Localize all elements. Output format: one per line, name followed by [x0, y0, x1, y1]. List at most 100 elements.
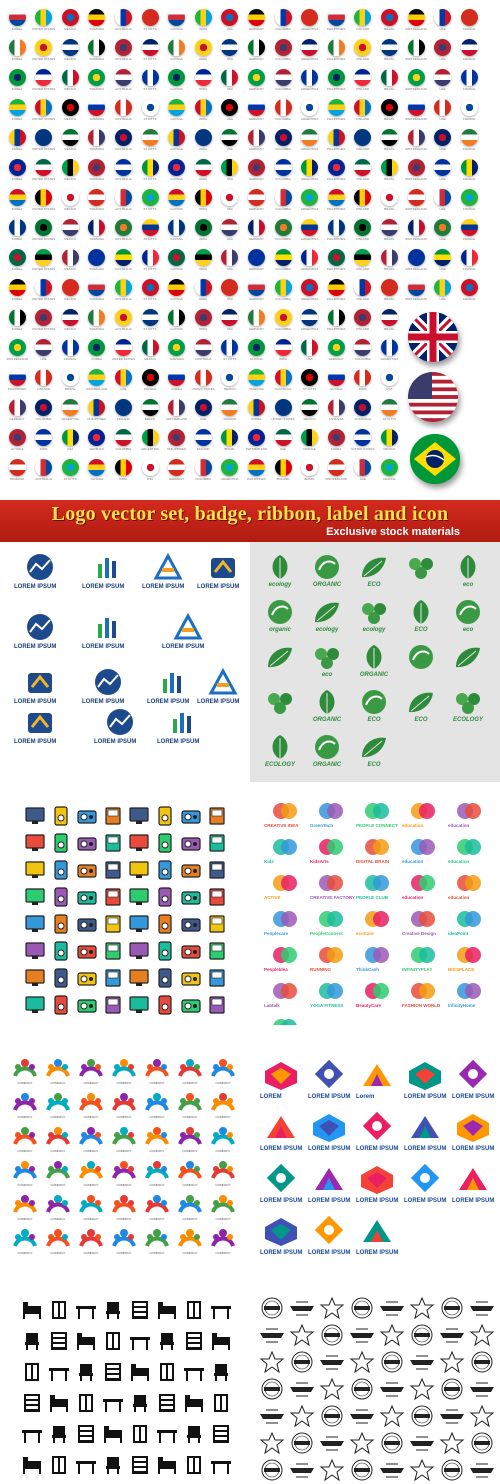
company-label: COMPANY [215, 1251, 231, 1255]
people-company-logo: COMPANY [208, 1160, 238, 1192]
flag-label: USA [226, 118, 233, 121]
flag-label: FINLAND [356, 238, 370, 241]
flag-icon [327, 159, 345, 176]
flag-icon [61, 129, 79, 146]
vintage-badge-icon [348, 1323, 376, 1347]
eco-leaf-icon: ECO [352, 732, 396, 774]
company-label: COMPANY [116, 1115, 132, 1119]
eco-leaf-icon: ORGANIC [305, 732, 349, 774]
flag-label: FRANCE [463, 178, 476, 181]
people-company-logo: COMPANY [109, 1092, 139, 1124]
vintage-badge-icon [318, 1323, 346, 1347]
flag-icon [274, 189, 292, 206]
flag-label: BRAZIL [384, 238, 395, 241]
flag-icon [434, 279, 452, 296]
furniture-icon [155, 1391, 179, 1415]
flag-icon [61, 399, 79, 416]
flag-icon [168, 249, 186, 266]
company-label: COMPANY [116, 1217, 132, 1221]
flag-icon [274, 249, 292, 266]
flag-icon [354, 309, 372, 326]
flag-icon [88, 249, 106, 266]
flag-label: SWITZERLAND [405, 28, 427, 31]
furniture-icon [74, 1360, 98, 1384]
flag-icon [460, 9, 478, 26]
flag-icon [247, 399, 265, 416]
furniture-icon [74, 1329, 98, 1353]
eco-leaf-icon [399, 552, 443, 594]
furniture-icon [155, 1453, 179, 1477]
people-company-logo: COMPANY [109, 1194, 139, 1226]
flag-label: FINLAND [356, 148, 370, 151]
creative-logo: Peoplecare [264, 909, 308, 943]
flag-label: INDIA [199, 208, 208, 211]
furniture-icon [128, 1298, 152, 1322]
flag-label: MEXICO [64, 328, 77, 331]
electronics-device-icon [206, 886, 228, 908]
people-company-logo: COMPANY [43, 1228, 73, 1260]
logo-wordmark: LOREM IPSUM [82, 584, 125, 590]
logo-wordmark: LOREM IPSUM [157, 739, 200, 745]
business-logo: LOREM IPSUM [195, 552, 248, 602]
creative-logo-label: education [402, 895, 424, 900]
flag-label: MEXICO [64, 268, 77, 271]
flag-label: FINLAND [356, 118, 370, 121]
flags-collection-section: KOREA UNITED STATES MEXICO TANZANIA AUSTRALI… [0, 0, 500, 500]
flag-label: PHILIPPINES [7, 388, 27, 391]
electronics-device-icon [128, 913, 150, 935]
flag-icon [168, 129, 186, 146]
flag-icon [35, 399, 53, 416]
eco-leaf-icon: ECOLOGY [446, 687, 490, 729]
flag-icon [168, 219, 186, 236]
flag-label: PHILIPPINES [326, 178, 346, 181]
flag-icon [61, 429, 79, 446]
furniture-icon [47, 1422, 71, 1446]
furniture-icon [101, 1298, 125, 1322]
electronics-device-icon [102, 886, 124, 908]
flag-label: BRAZIL [304, 478, 315, 481]
company-label: COMPANY [17, 1217, 33, 1221]
creative-logo: Creative Design [402, 909, 446, 943]
flag-label: COLOMBIA [275, 208, 291, 211]
flag-icon [88, 369, 106, 386]
flag-label: FRANCE [223, 418, 236, 421]
flag-label: BRAZIL [384, 88, 395, 91]
flag-label: BRAZIL [384, 178, 395, 181]
abstract-logo: LOREM IPSUM [450, 1164, 496, 1214]
furniture-icon [209, 1329, 233, 1353]
flag-icon [114, 369, 132, 386]
electronics-device-icon [24, 886, 46, 908]
electronics-device-icon [24, 967, 46, 989]
flag-label: PHILIPPINES [326, 268, 346, 271]
flag-label: FRANCE [463, 268, 476, 271]
flag-icon [327, 99, 345, 116]
flag-icon [221, 399, 239, 416]
flag-icon [8, 69, 26, 86]
flag-label: COLOMBIA [275, 88, 291, 91]
company-label: COMPANY [149, 1183, 165, 1187]
vintage-badge-icon [318, 1404, 346, 1428]
flag-icon [221, 39, 239, 56]
flag-label: PHILIPPINES [326, 208, 346, 211]
eco-logo-label: eco [462, 582, 474, 588]
flag-icon [88, 69, 106, 86]
flag-icon [114, 279, 132, 296]
flag-label: GERMANY [248, 178, 264, 181]
flag-label: GUYANA [10, 448, 24, 451]
electronics-device-icon [180, 832, 202, 854]
flag-icon [407, 159, 425, 176]
eco-leaf-icon: eco [446, 597, 490, 639]
people-company-logo: COMPANY [10, 1194, 40, 1226]
furniture-icon [182, 1298, 206, 1322]
flag-label: USA [146, 478, 154, 481]
flag-icon [61, 189, 79, 206]
logo-wordmark: LOREM IPSUM [82, 644, 125, 650]
eco-logo-label: ECO [367, 762, 381, 768]
creative-logo-label: ACTIVE [264, 895, 281, 900]
flag-icon [247, 429, 265, 446]
furniture-icon [101, 1422, 125, 1446]
flag-label: ARGENTINA [300, 208, 319, 211]
flag-icon [35, 39, 53, 56]
flag-icon [327, 429, 345, 446]
flag-label: GERMANY [248, 208, 264, 211]
